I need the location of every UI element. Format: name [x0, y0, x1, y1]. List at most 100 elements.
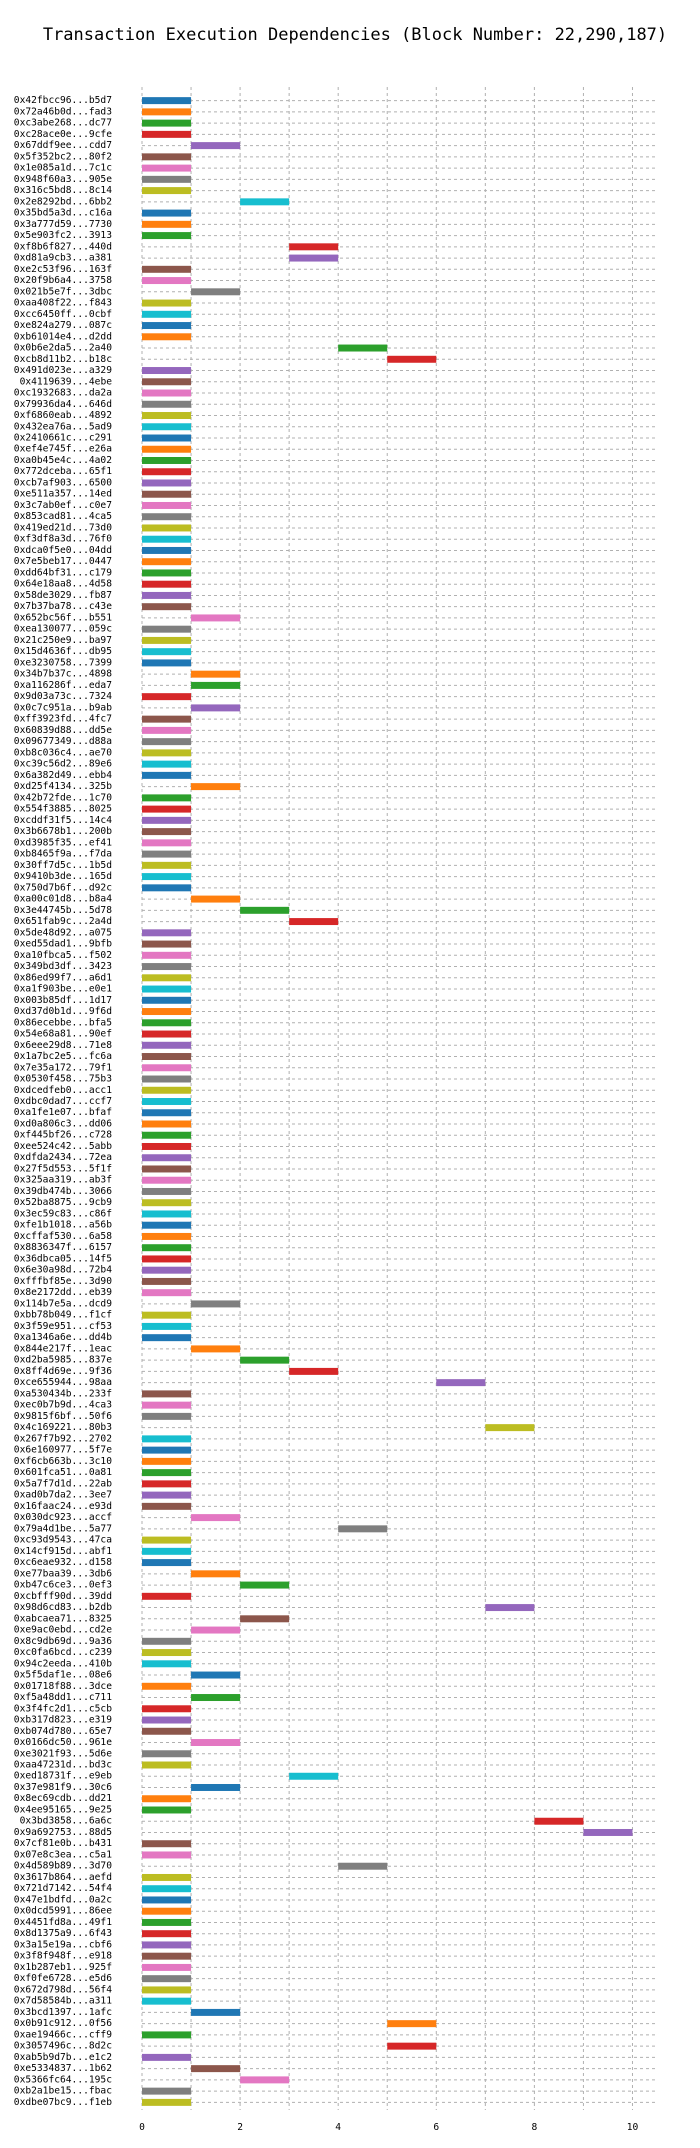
transaction-bar — [436, 1379, 486, 1387]
transaction-bar — [142, 232, 192, 240]
transaction-label: 0x672d798d...56f4 — [14, 1984, 112, 1995]
transaction-bar — [142, 1896, 192, 1904]
transaction-label: 0x60839d88...dd5e — [14, 725, 112, 736]
transaction-bar — [142, 558, 192, 566]
transaction-label: 0x86ecebbe...bfa5 — [14, 1017, 112, 1028]
transaction-bar — [142, 1131, 192, 1139]
transaction-label: 0xdca0f5e0...04dd — [14, 545, 112, 556]
transaction-bar — [338, 1525, 388, 1533]
transaction-label: 0x652bc56f...b551 — [14, 612, 112, 623]
transaction-bar — [142, 1795, 192, 1803]
transaction-bar — [142, 1075, 192, 1083]
transaction-bar — [142, 1098, 192, 1105]
transaction-bar — [142, 738, 192, 746]
transaction-label: 0x7b37ba78...c43e — [14, 601, 112, 612]
transaction-label: 0xe5334837...1b62 — [14, 2063, 112, 2074]
transaction-bar — [142, 1446, 192, 1454]
transaction-bar — [142, 130, 192, 138]
transaction-bar — [142, 1435, 192, 1443]
transaction-bar — [142, 861, 192, 869]
transaction-bar — [142, 1716, 192, 1724]
transaction-label: 0xf445bf26...c728 — [14, 1130, 112, 1141]
transaction-bar — [142, 805, 192, 813]
transaction-bar — [142, 1727, 192, 1735]
transaction-label: 0xdbe07bc9...f1eb — [14, 2097, 112, 2108]
transaction-bar — [142, 1559, 192, 1567]
transaction-bar — [142, 1682, 192, 1690]
transaction-bar — [338, 344, 388, 352]
x-tick-labels: 0 2 4 6 8 10 — [139, 2122, 638, 2133]
transaction-label: 0x3c7ab0ef...c0e7 — [14, 500, 112, 511]
transaction-bar — [142, 1412, 192, 1420]
transaction-label: 0x5f352bc2...80f2 — [14, 151, 112, 162]
transaction-bar — [142, 1840, 192, 1848]
transaction-bar — [142, 153, 192, 161]
transaction-label: 0xf6860eab...4892 — [14, 410, 112, 421]
transaction-label: 0x948f60a3...905e — [14, 174, 112, 185]
transaction-bar — [142, 187, 192, 195]
bar-layer — [142, 97, 633, 2106]
transaction-label: 0xdbc0dad7...ccf7 — [14, 1096, 112, 1107]
transaction-label: 0x3e44745b...5d78 — [14, 905, 112, 916]
transaction-bar — [142, 929, 192, 937]
transaction-label: 0xb61014e4...d2dd — [14, 331, 112, 342]
transaction-bar — [142, 884, 192, 892]
transaction-label: 0x772dceba...65f1 — [14, 466, 112, 477]
transaction-label: 0x0c7c951a...b9ab — [14, 702, 112, 713]
transaction-bar — [142, 1199, 192, 1207]
transaction-bar — [142, 164, 192, 172]
transaction-bar — [142, 1401, 192, 1409]
transaction-bar — [191, 681, 241, 689]
transaction-label: 0xce655944...98aa — [14, 1377, 112, 1388]
transaction-label: 0xae19466c...cff9 — [14, 2029, 112, 2040]
transaction-bar — [142, 1041, 192, 1049]
transaction-label: 0x750d7b6f...d92c — [14, 882, 112, 893]
transaction-label: 0xcc6450ff...0cbf — [14, 309, 112, 320]
transaction-label: 0x5f5daf1e...08e6 — [14, 1670, 112, 1681]
transaction-label: 0x34b7b37c...4898 — [14, 669, 112, 680]
transaction-label: 0xa1fe1e07...bfaf — [14, 1107, 112, 1118]
transaction-bar — [142, 1705, 192, 1713]
transaction-label: 0x64e18aa8...4d58 — [14, 579, 112, 590]
transaction-label: 0x9815f6bf...50f6 — [14, 1411, 112, 1422]
transaction-bar — [240, 2076, 290, 2084]
transaction-label: 0x79a4d1be...5a77 — [14, 1523, 112, 1534]
transaction-bar — [142, 265, 192, 273]
transaction-label: 0x8ec69cdb...dd21 — [14, 1793, 112, 1804]
transaction-bar — [142, 1154, 192, 1162]
transaction-bar — [142, 839, 192, 847]
transaction-bar — [191, 1784, 241, 1791]
transaction-bar — [142, 1064, 192, 1072]
transaction-label: 0xcddf31f5...14c4 — [14, 815, 112, 826]
transaction-label: 0xd3985f35...ef41 — [14, 837, 112, 848]
grid-layer — [141, 87, 657, 2110]
transaction-label: 0xdcedfeb0...acc1 — [14, 1085, 112, 1096]
transaction-label: 0xa530434b...233f — [14, 1388, 112, 1399]
transaction-bar — [142, 1997, 192, 2005]
transaction-label: 0x98d6cd83...b2db — [14, 1602, 112, 1613]
transaction-label: 0x7d58584b...a311 — [14, 1996, 112, 2007]
transaction-label: 0x1e085a1d...7c1c — [14, 163, 112, 174]
transaction-label: 0xa116286f...eda7 — [14, 680, 112, 691]
transaction-bar — [240, 906, 290, 914]
transaction-label: 0x72a46b0d...fad3 — [14, 106, 112, 117]
transaction-bar — [142, 1322, 192, 1330]
transaction-bar — [191, 2008, 241, 2016]
transaction-bar — [583, 1828, 633, 1836]
transaction-bar — [142, 1851, 192, 1859]
x-tick-label: 2 — [237, 2122, 243, 2133]
x-tick-label: 8 — [531, 2122, 537, 2133]
chart-title: Transaction Execution Dependencies (Bloc… — [43, 25, 667, 45]
transaction-label: 0x8ff4d69e...9f36 — [14, 1366, 112, 1377]
transaction-label: 0xfe1b1018...a56b — [14, 1220, 112, 1231]
transaction-label: 0x47e1bdfd...0a2c — [14, 1894, 112, 1905]
transaction-label: 0x86ed99f7...a6d1 — [14, 972, 112, 983]
transaction-bar — [142, 659, 192, 667]
transaction-label: 0x8e2172dd...eb39 — [14, 1287, 112, 1298]
transaction-bar — [191, 1694, 241, 1702]
transaction-label: 0x030dc923...accf — [14, 1512, 112, 1523]
transaction-label: 0xd2ba5985...837e — [14, 1355, 112, 1366]
transaction-label: 0x8d1375a9...6f43 — [14, 1928, 112, 1939]
